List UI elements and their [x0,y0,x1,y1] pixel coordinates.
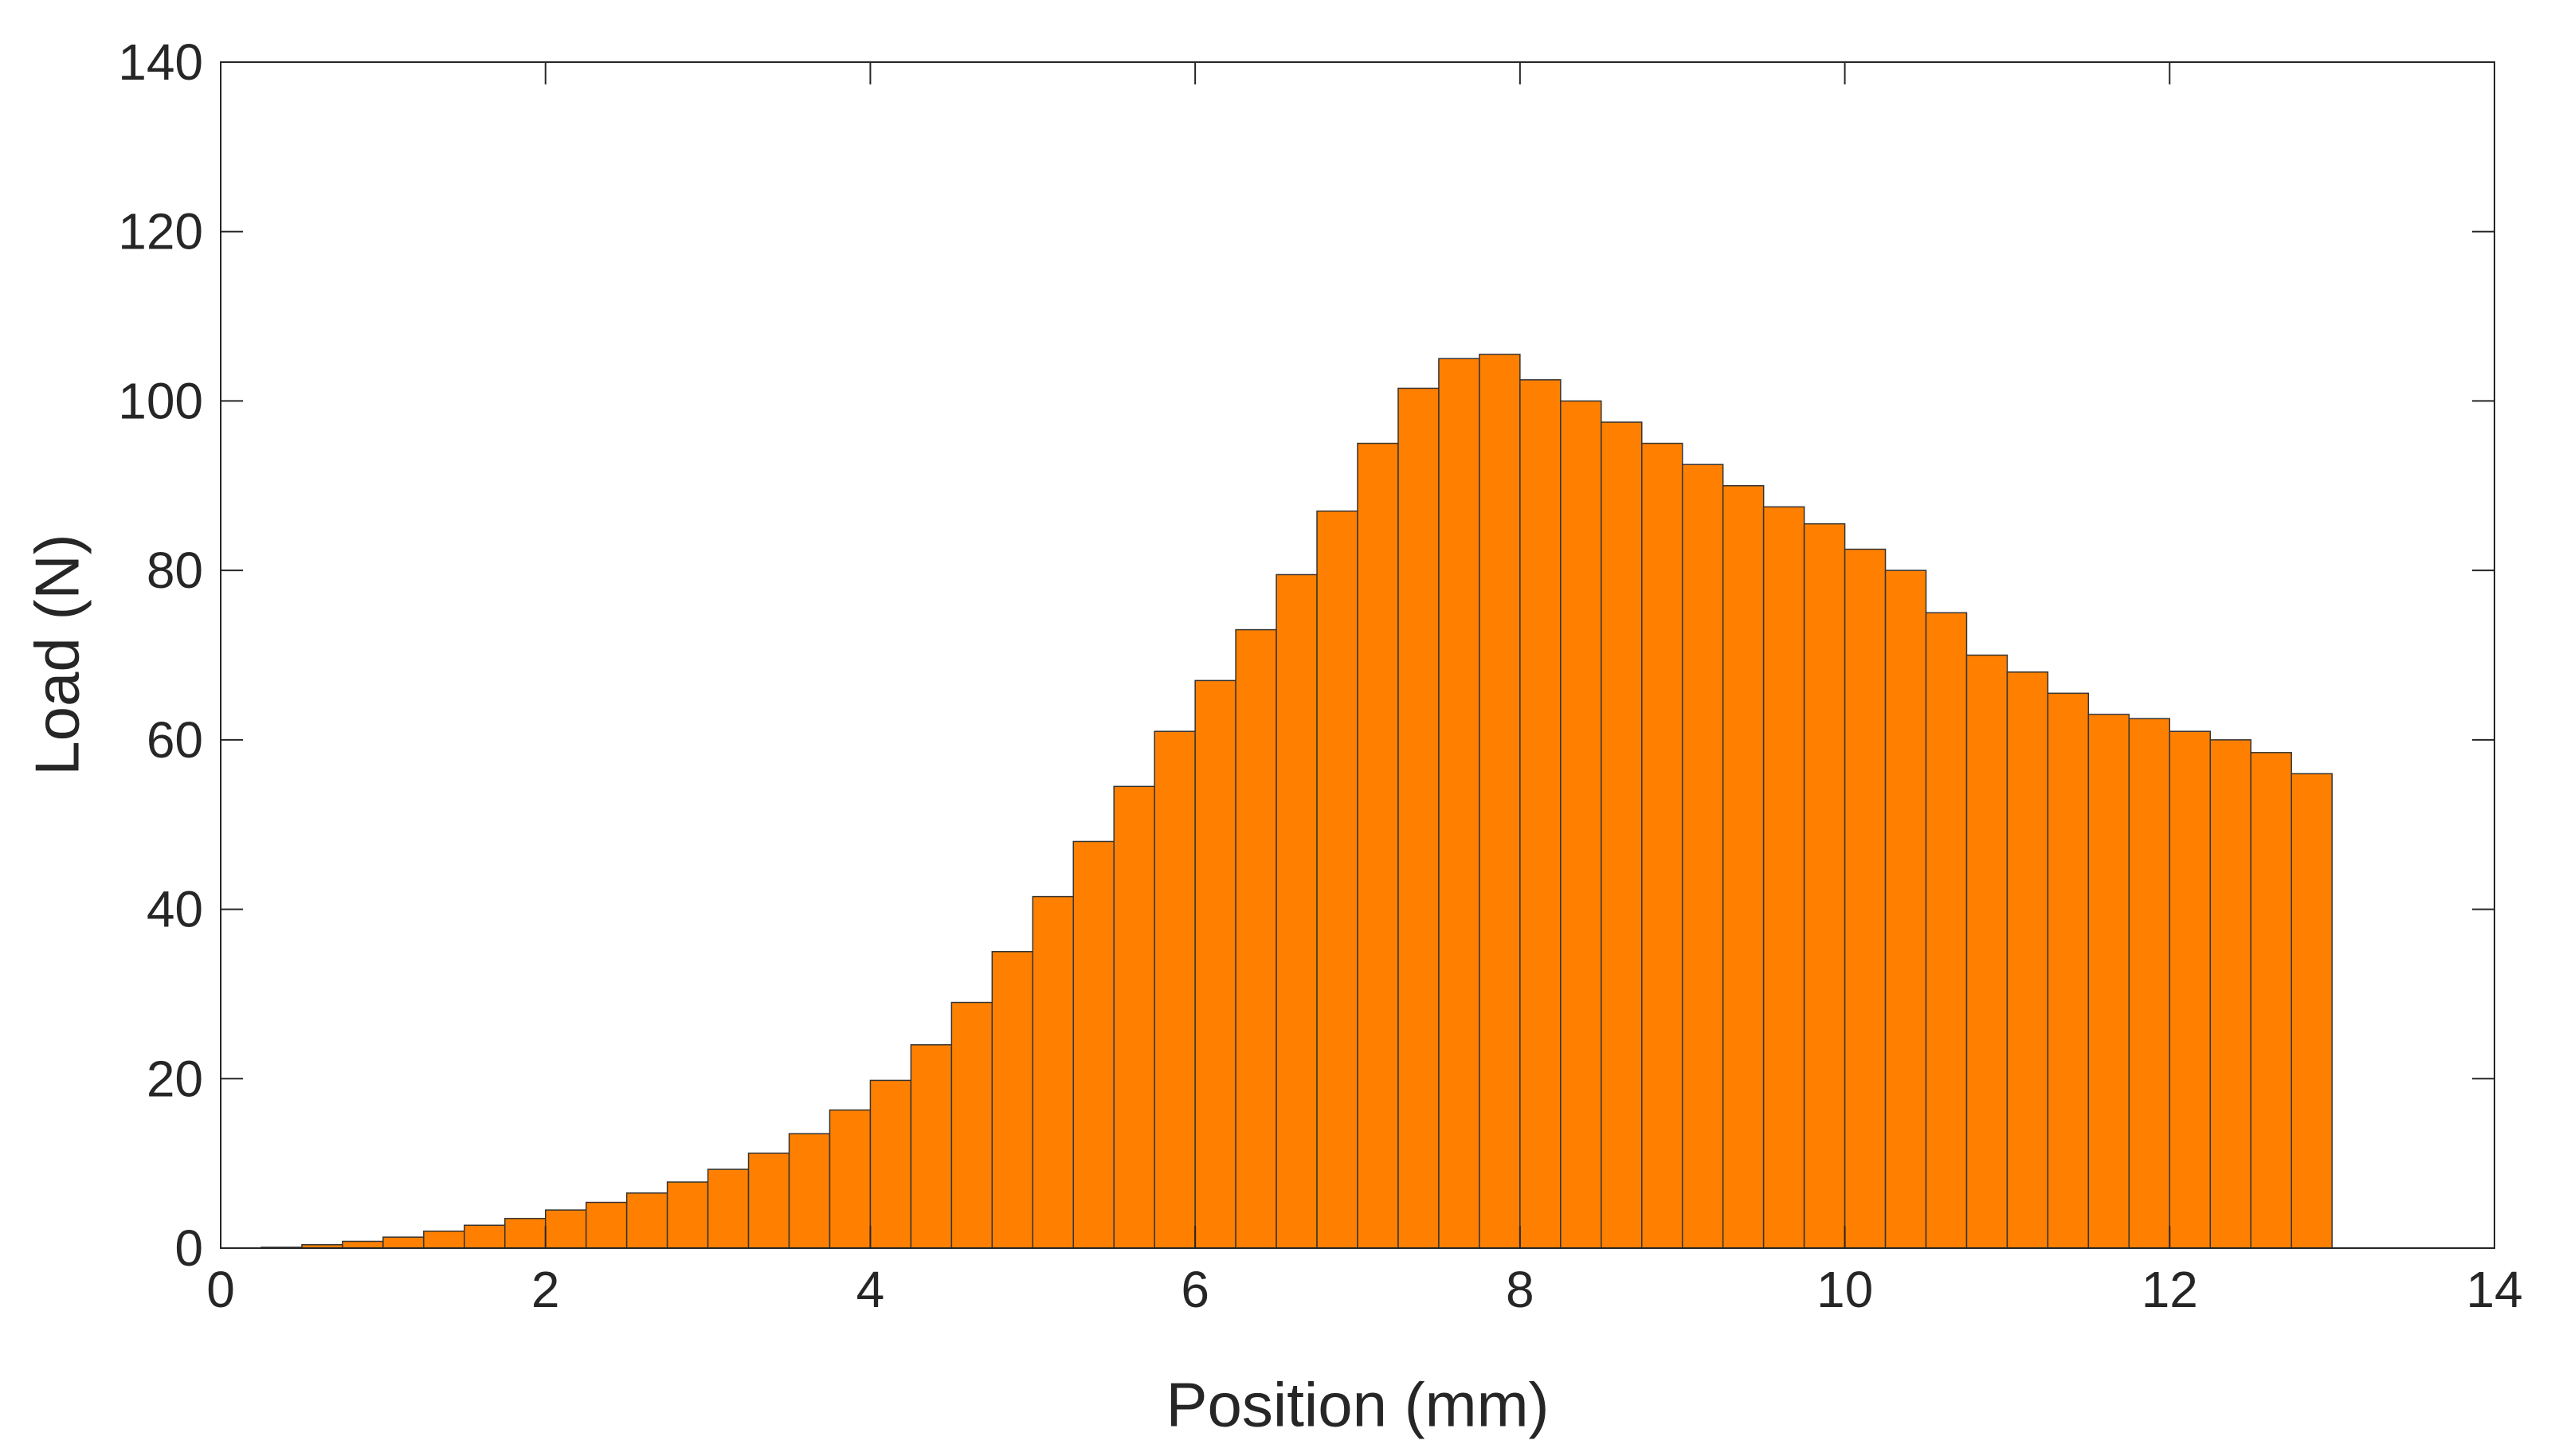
bar [1884,569,1927,1249]
bar [1601,421,1643,1249]
y-tick-label: 20 [147,1050,203,1107]
bar [788,1133,831,1249]
bar [747,1153,790,1249]
bar [1479,354,1521,1249]
bar [504,1218,547,1249]
x-tick-label: 6 [1181,1261,1209,1318]
bar [1681,464,1724,1249]
plot-frame [220,61,2495,1249]
bar [1154,730,1196,1249]
bar [1722,485,1765,1249]
bar [2209,739,2251,1249]
y-tick-label: 80 [147,542,203,599]
bar [666,1181,709,1249]
bar [2128,718,2171,1249]
y-tick-label: 0 [174,1219,203,1277]
bar [625,1192,668,1249]
y-tick-label: 100 [118,372,203,429]
bar [342,1240,384,1249]
bar [950,1001,993,1249]
bar [1925,612,1968,1249]
bar [1276,573,1318,1249]
bar [707,1168,750,1249]
bar [1762,506,1805,1249]
bar [829,1109,872,1249]
y-tick-label: 140 [118,33,203,91]
bar [1560,400,1602,1249]
bar [2047,692,2090,1249]
y-tick-label: 40 [147,881,203,938]
bar [1965,654,2008,1249]
bar [1235,628,1277,1249]
x-tick-label: 0 [206,1261,235,1318]
x-axis-label: Position (mm) [1166,1370,1549,1440]
bar [1844,548,1887,1249]
bar [2250,752,2292,1249]
bar [1641,442,1683,1249]
x-tick-label: 2 [531,1261,560,1318]
bar [1803,523,1846,1249]
bar [1194,679,1236,1249]
bar [1397,387,1440,1249]
bar [910,1043,953,1249]
bar [585,1201,628,1249]
x-tick-label: 12 [2142,1261,2198,1318]
bar [1316,510,1358,1249]
bar [1357,442,1399,1249]
bar [2291,773,2333,1249]
bar [544,1209,587,1249]
bar [464,1224,506,1249]
bar [1519,379,1562,1249]
x-tick-label: 8 [1506,1261,1534,1318]
bar [1032,895,1075,1249]
x-tick-label: 14 [2466,1261,2522,1318]
bar [2087,714,2130,1249]
y-tick-label: 60 [147,711,203,769]
bar [423,1230,465,1249]
bar [382,1236,425,1249]
bar [991,951,1034,1249]
bar [1072,840,1115,1249]
bar [869,1079,912,1249]
bar [2169,730,2211,1249]
x-tick-label: 10 [1816,1261,1873,1318]
bar [1113,785,1155,1249]
y-axis-label: Load (N) [22,534,92,775]
y-tick-label: 120 [118,203,203,260]
bar [2006,671,2049,1249]
bar [1438,358,1480,1249]
x-tick-label: 4 [856,1261,885,1318]
